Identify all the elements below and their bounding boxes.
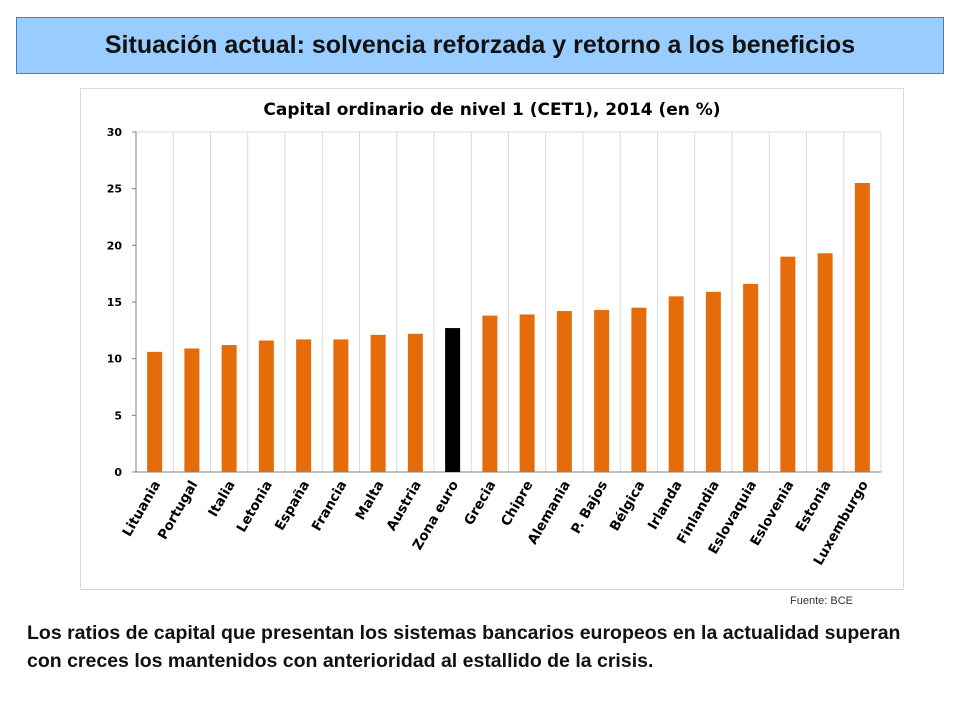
bar-p-bajos <box>594 309 610 472</box>
chart-area: Capital ordinario de nivel 1 (CET1), 201… <box>80 88 904 590</box>
y-tick-label: 25 <box>107 183 122 196</box>
bar-lituania <box>147 351 163 472</box>
bar-eslovaquia <box>743 283 759 472</box>
bar-alemania <box>556 311 572 472</box>
bar-bélgica <box>631 307 647 472</box>
y-tick-label: 10 <box>107 353 123 366</box>
y-tick-label: 30 <box>107 126 123 139</box>
page-title: Situación actual: solvencia reforzada y … <box>104 31 856 59</box>
bar-francia <box>333 339 349 472</box>
chart-title: Capital ordinario de nivel 1 (CET1), 201… <box>263 100 720 120</box>
bar-chipre <box>519 314 535 472</box>
bar-luxemburgo <box>854 183 870 472</box>
y-tick-label: 15 <box>107 296 122 309</box>
bar-finlandia <box>705 291 721 472</box>
bar-eslovenia <box>780 256 796 472</box>
bar-malta <box>370 334 386 472</box>
bar-grecia <box>482 315 498 472</box>
bar-irlanda <box>668 296 684 472</box>
bar-portugal <box>184 348 200 472</box>
source-note: Fuente: BCE <box>790 595 853 607</box>
y-tick-label: 0 <box>114 466 122 479</box>
bar-letonia <box>258 340 274 472</box>
bar-españa <box>296 339 312 472</box>
y-tick-label: 5 <box>114 409 122 422</box>
bar-estonia <box>817 253 833 472</box>
caption-text: Los ratios de capital que presentan los … <box>27 622 901 672</box>
cet1-bar-chart: Capital ordinario de nivel 1 (CET1), 201… <box>80 88 904 590</box>
bar-italia <box>221 345 237 472</box>
bar-zona-euro <box>445 328 461 472</box>
title-banner: Situación actual: solvencia reforzada y … <box>16 17 944 74</box>
bar-austria <box>407 333 423 472</box>
y-tick-label: 20 <box>107 239 123 252</box>
